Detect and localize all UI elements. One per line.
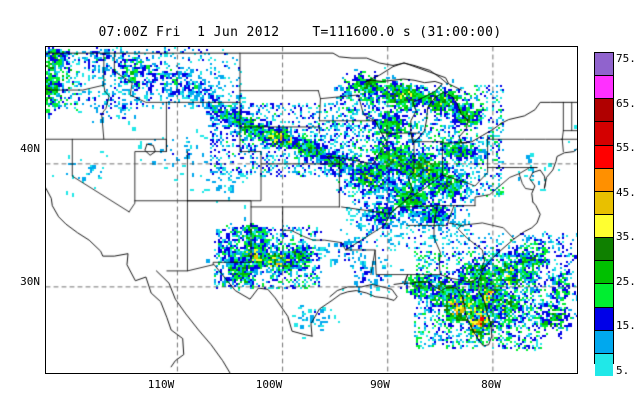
colorbar-label-75: 75. [616, 52, 636, 65]
lon-tick-100w: 100W [255, 378, 283, 391]
colorbar-band-45 [595, 168, 613, 192]
colorbar-band-70 [595, 53, 613, 77]
colorbar-band-20 [595, 284, 613, 308]
colorbar-band-50 [595, 145, 613, 169]
figure-title: 07:00Z Fri 1 Jun 2012 T=111600.0 s (31:0… [98, 25, 502, 40]
reflectivity-field [46, 47, 577, 373]
colorbar-band-15 [595, 307, 613, 331]
lon-tick-90w: 90W [370, 378, 390, 391]
lat-tick-30n: 30N [20, 275, 40, 288]
reflectivity-colorbar [594, 52, 614, 376]
colorbar-tick-labels: 75. 65. 55. 45. 35. 25. 15. 5. [616, 44, 640, 377]
colorbar-band-65 [595, 76, 613, 100]
colorbar-label-25: 25. [616, 274, 636, 288]
colorbar-band-30 [595, 238, 613, 262]
colorbar-band-5 [595, 353, 613, 376]
colorbar-band-40 [595, 191, 613, 215]
colorbar-label-55: 55. [616, 141, 636, 154]
colorbar-band-60 [595, 99, 613, 123]
colorbar-label-65: 65. [616, 96, 636, 110]
colorbar-label-45: 45. [616, 185, 636, 199]
colorbar-label-35: 35. [616, 230, 636, 243]
colorbar-band-55 [595, 122, 613, 146]
lon-tick-80w: 80W [481, 378, 501, 391]
lat-tick-40n: 40N [20, 142, 40, 155]
colorbar-band-10 [595, 330, 613, 354]
colorbar-band-35 [595, 214, 613, 239]
colorbar-label-5: 5. [616, 363, 630, 377]
lon-tick-110w: 110W [147, 378, 175, 391]
colorbar-label-15: 15. [616, 319, 636, 332]
map-plot-area [45, 46, 578, 374]
colorbar-band-25 [595, 261, 613, 285]
